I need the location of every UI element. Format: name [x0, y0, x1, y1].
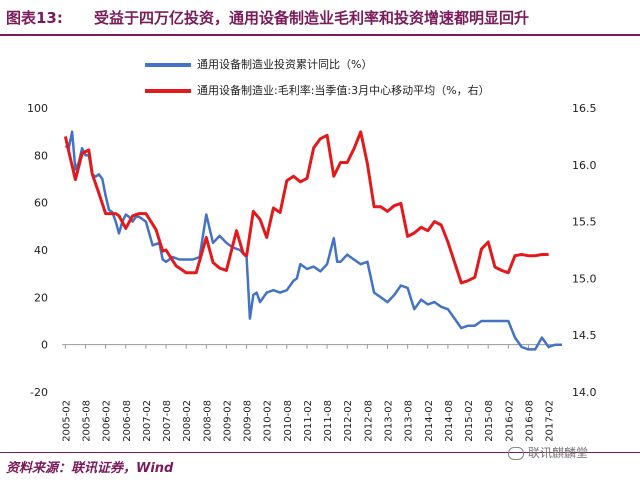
x-tick-label: 2017-02 — [545, 400, 556, 442]
y-left-tick-label: 60 — [34, 197, 48, 210]
y-right-tick-label: 14.5 — [572, 329, 597, 342]
x-tick-label: 2011-08 — [323, 400, 334, 442]
series-investment-line — [64, 130, 562, 351]
legend-label-margin: 通用设备制造业:毛利率:当季值:3月中心移动平均（%，右） — [197, 84, 490, 97]
y-right-tick-label: 15.5 — [572, 216, 597, 229]
x-tick-label: 2009-08 — [243, 400, 254, 442]
footer-rule — [0, 452, 640, 453]
x-tick-label: 2014-08 — [444, 400, 455, 442]
series-margin-line — [63, 130, 549, 285]
y-left-tick-label: 100 — [27, 102, 48, 115]
y-left-tick-label: 40 — [34, 244, 48, 257]
y-left-tick-label: 0 — [41, 339, 48, 352]
figure-label: 图表13: — [6, 9, 63, 27]
x-tick-label: 2010-08 — [283, 400, 294, 442]
x-tick-label: 2006-08 — [122, 400, 133, 442]
line-chart: -20 0 20 40 60 80 100 14.0 14.5 15.0 15.5 16.0 16.5 2… — [27, 102, 597, 442]
x-tick-label: 2008-02 — [182, 400, 193, 442]
y-left-tick-label: -20 — [30, 386, 48, 399]
y-right-tick-label: 16.0 — [572, 159, 597, 172]
x-tick-label: 2005-02 — [61, 400, 72, 442]
x-tick-label: 2013-08 — [404, 400, 415, 442]
y-right-tick-label: 15.0 — [572, 272, 597, 285]
x-tick-label: 2012-02 — [343, 400, 354, 442]
x-tick-label: 2012-08 — [363, 400, 374, 442]
source-note: 资料来源：联讯证券，Wind — [6, 461, 174, 476]
y-left-tick-label: 20 — [34, 291, 48, 304]
x-tick-label: 2015-08 — [484, 400, 495, 442]
wechat-icon — [508, 447, 524, 460]
x-tick-label: 2010-02 — [263, 400, 274, 442]
x-tick-label: 2005-08 — [81, 400, 92, 442]
chart-title: 受益于四万亿投资，通用设备制造业毛利率和投资增速都明显回升 — [94, 9, 530, 27]
x-tick-label: 2009-02 — [222, 400, 233, 442]
x-tick-label: 2016-08 — [524, 400, 535, 442]
x-tick-label: 2007-08 — [162, 400, 173, 442]
x-tick-label: 2016-02 — [504, 400, 515, 442]
legend-swatch-red — [145, 89, 191, 93]
legend-label-investment: 通用设备制造业投资累计同比（%） — [197, 58, 373, 71]
x-tick-label: 2015-02 — [464, 400, 475, 442]
x-tick-label: 2013-02 — [384, 400, 395, 442]
x-tick-label: 2011-02 — [303, 400, 314, 442]
watermark-text: 联讯麒麟堂 — [528, 446, 589, 460]
x-tick-label: 2014-02 — [424, 400, 435, 442]
y-right-tick-label: 14.0 — [572, 386, 597, 399]
x-tick-label: 2006-02 — [102, 400, 113, 442]
x-tick-label: 2008-08 — [202, 400, 213, 442]
title-bar: 图表13: 受益于四万亿投资，通用设备制造业毛利率和投资增速都明显回升 — [0, 0, 640, 36]
y-left-tick-label: 80 — [34, 149, 48, 162]
legend-swatch-blue — [145, 63, 191, 67]
y-right-tick-label: 16.5 — [572, 102, 597, 115]
watermark: 联讯麒麟堂 — [508, 444, 588, 461]
x-tick-label: 2007-02 — [142, 400, 153, 442]
